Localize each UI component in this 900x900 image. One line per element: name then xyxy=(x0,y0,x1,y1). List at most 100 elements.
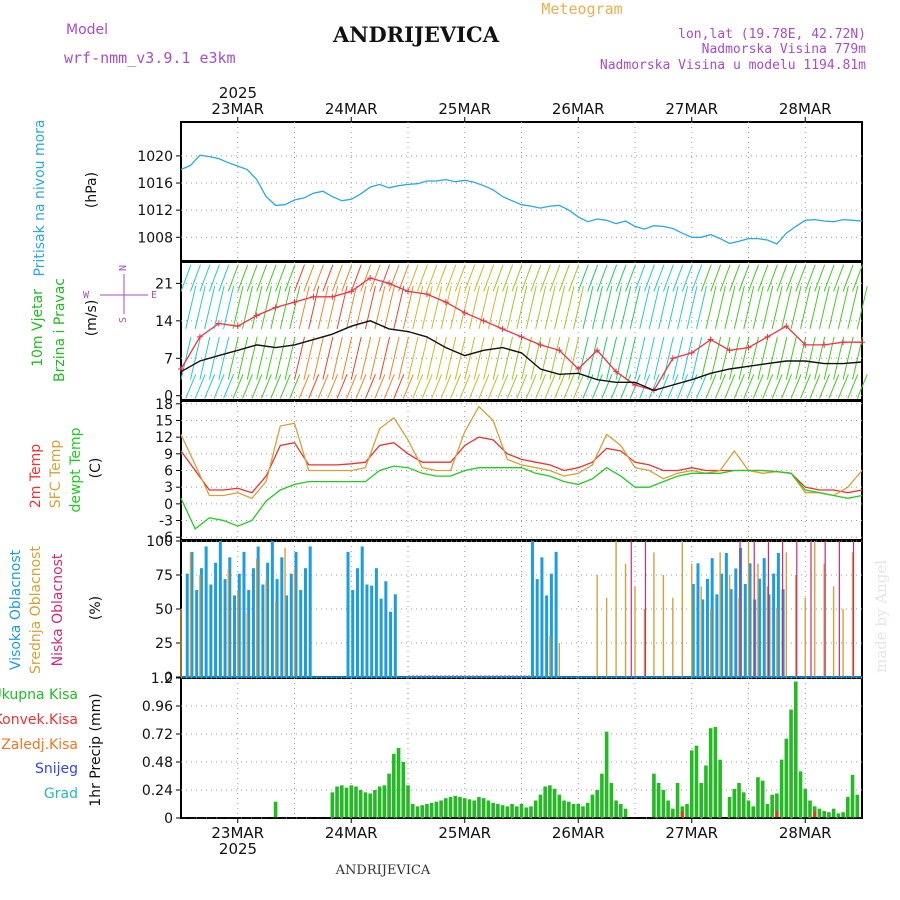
bottom-date-23MAR: 23MAR xyxy=(211,824,264,842)
wind-barb xyxy=(421,374,433,399)
cloud-bar-high xyxy=(701,599,705,677)
wind-barb xyxy=(199,264,211,292)
wind-barb xyxy=(733,285,745,329)
wind-barb xyxy=(251,285,263,329)
wind-barb xyxy=(350,264,362,292)
precip-bar xyxy=(581,806,585,818)
precip-bar xyxy=(462,798,467,818)
cloud-bar-high xyxy=(285,595,289,677)
cloud-bar-high xyxy=(204,546,208,677)
wind-barb xyxy=(818,285,830,329)
top-date-26MAR: 26MAR xyxy=(552,100,605,118)
wind-barb xyxy=(771,374,783,399)
wind-barb xyxy=(785,264,797,292)
wind-barb xyxy=(341,264,353,292)
precip-bar xyxy=(576,804,581,818)
wind-gust-mark xyxy=(461,309,468,316)
precip-bar xyxy=(510,804,514,818)
wind-barb xyxy=(790,374,802,399)
wind-barb xyxy=(435,336,447,380)
wind-unit: (m/s) xyxy=(84,300,100,337)
precip-bar xyxy=(477,797,481,818)
wind-barb xyxy=(667,285,679,329)
precip-bar xyxy=(713,727,718,818)
cloud-bar-high xyxy=(762,558,766,677)
wind-barb xyxy=(303,264,315,292)
cloud-bar-high xyxy=(299,589,303,677)
wind-barb xyxy=(237,264,249,292)
precip-bar xyxy=(354,786,358,818)
ytick-label: 50 xyxy=(155,602,173,618)
wind-barb xyxy=(724,285,736,329)
wind-barb xyxy=(241,285,253,329)
wind-barb xyxy=(781,285,793,329)
wind-barb xyxy=(189,264,201,292)
compass-s: S xyxy=(118,317,129,323)
precip-bar xyxy=(552,788,557,818)
wind-barb xyxy=(506,374,518,399)
ytick-label: 14 xyxy=(155,314,173,330)
wind-barb xyxy=(800,285,812,329)
wind-barb xyxy=(256,336,268,380)
wind-barb xyxy=(833,336,845,380)
wind-barb xyxy=(771,285,783,329)
ytick-label: 0.48 xyxy=(142,755,173,771)
wind-barb xyxy=(194,285,206,329)
wind-barb xyxy=(554,285,566,329)
wind-barb xyxy=(634,336,646,380)
wind-gust-mark xyxy=(215,320,222,327)
wind-barb xyxy=(563,374,575,399)
wind-barb xyxy=(766,336,778,380)
wind-barb xyxy=(539,264,551,292)
wind-gust-mark xyxy=(594,347,601,354)
wind-barb xyxy=(620,285,632,329)
cloud-bar-high xyxy=(748,563,752,677)
wind-barb xyxy=(246,336,258,380)
wind-barb xyxy=(223,285,235,329)
wind-barb xyxy=(298,374,310,399)
wind-barb xyxy=(327,285,339,329)
pressure-unit: (hPa) xyxy=(84,172,100,208)
cloud-bar-high xyxy=(384,581,388,677)
pressure-label: Pritisak na nivou mora xyxy=(32,119,48,276)
precip-bar xyxy=(671,808,675,818)
wind-barb xyxy=(696,374,707,399)
wind-barb xyxy=(407,264,419,292)
pressure-line xyxy=(180,154,863,245)
model-elevation-label: Nadmorska Visina u modelu 1194.81m xyxy=(600,58,866,73)
wind-barb xyxy=(223,374,235,399)
cloud-bar-high xyxy=(289,573,293,677)
wind-barb xyxy=(237,336,249,380)
wind-barb xyxy=(473,336,485,380)
wind-barb xyxy=(582,285,594,329)
wind-barb xyxy=(416,264,428,292)
precip-panel xyxy=(181,681,862,819)
wind-barb xyxy=(535,374,547,399)
wind-barb xyxy=(643,336,655,380)
precip-bar xyxy=(524,807,529,818)
wind-barb xyxy=(180,264,192,292)
cloud-bar-high xyxy=(720,573,724,677)
wind-barb xyxy=(847,374,859,399)
wind-barb xyxy=(814,264,826,292)
wind-barb xyxy=(450,374,462,399)
cloud-bar-high xyxy=(389,611,393,677)
wind-barb xyxy=(653,264,665,292)
wind-label-line2: Brzina i Pravac xyxy=(52,278,68,382)
wind-gust-mark xyxy=(764,333,771,340)
cloud-bar-high xyxy=(242,551,246,677)
wind-barb xyxy=(289,374,301,399)
wind-gust-mark xyxy=(272,304,279,311)
wind-barb xyxy=(856,374,868,399)
cloud-bar-high xyxy=(365,584,369,677)
precip-bar xyxy=(425,804,429,818)
wind-barb xyxy=(440,374,452,399)
precip-bar xyxy=(481,798,486,818)
wind-barb xyxy=(487,374,499,399)
cloud-bar-high xyxy=(209,584,213,677)
wind-barb xyxy=(776,336,788,380)
cloud-bar-high xyxy=(370,585,374,677)
precip-bar xyxy=(685,804,689,818)
cloud-bar-high xyxy=(360,546,364,677)
wind-gust-mark xyxy=(386,280,393,287)
